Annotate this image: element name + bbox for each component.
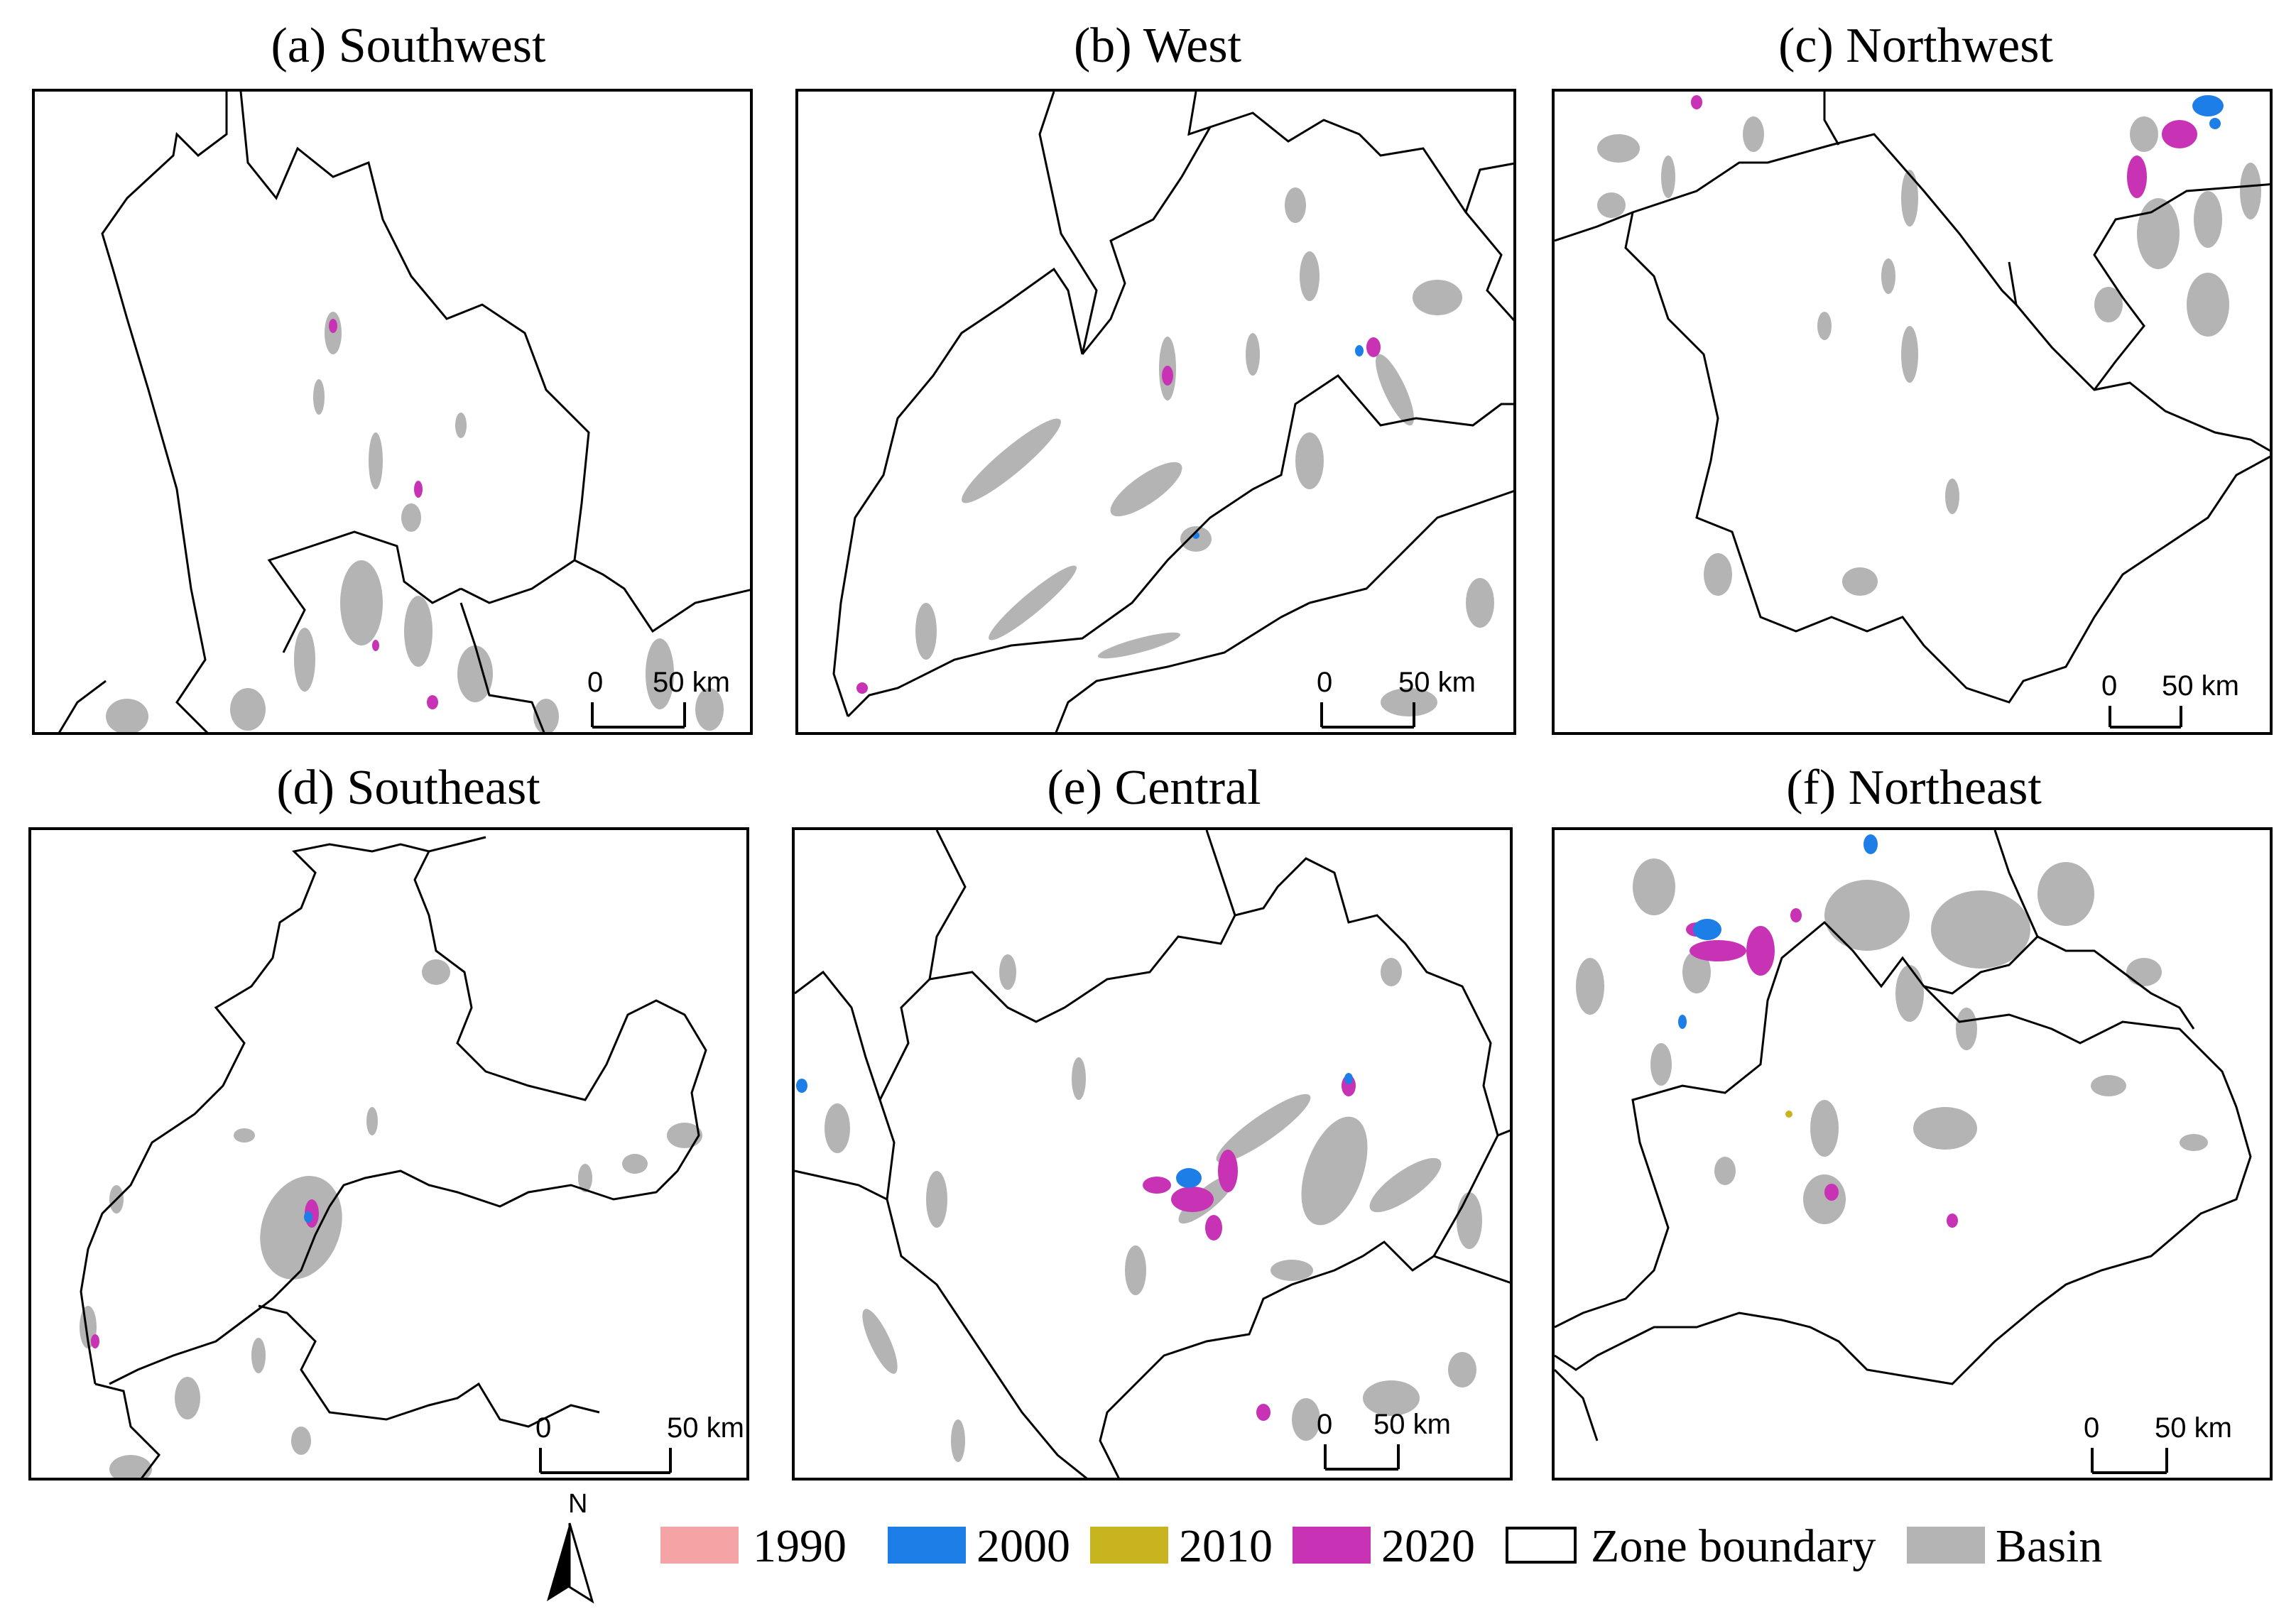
map-southeast: 0 50 km [80,836,744,1478]
scale-end-label-b: 50 km [1398,667,1476,698]
map-panel-northeast: 0 50 km [1552,827,2273,1481]
scale-end-label-a: 50 km [653,667,730,698]
panel-title-f: (f) Northeast [1786,760,2042,815]
panel-title-e: (e) Central [1047,760,1261,815]
legend-swatch-2020 [1293,1527,1371,1564]
map-central: 0 50 km [795,830,1510,1478]
panel-title-c: (c) Northwest [1778,18,2053,73]
map-panel-central: 0 50 km [792,827,1513,1481]
panel-title-a: (a) Southwest [271,18,546,73]
map-panel-southeast: 0 50 km [28,827,749,1481]
scale-start-label-c: 0 [2101,670,2117,702]
legend-swatch-zone-boundary [1506,1527,1577,1564]
scale-end-label-c: 50 km [2162,670,2239,702]
panel-title-b: (b) West [1073,18,1242,73]
scale-start-label-f: 0 [2084,1412,2099,1444]
scale-end-label-f: 50 km [2155,1412,2232,1444]
legend-label-2020: 2020 [1381,1520,1475,1572]
panel-title-d: (d) Southeast [276,760,540,815]
legend-label-2010: 2010 [1179,1520,1273,1572]
scale-start-label-a: 0 [587,667,603,698]
legend-swatch-2010 [1090,1527,1168,1564]
scale-start-label-d: 0 [535,1412,551,1444]
map-panel-northwest: 0 50 km [1552,89,2273,735]
map-southwest: 0 50 km [58,92,750,732]
legend-label-2000: 2000 [976,1520,1070,1572]
scale-start-label-b: 0 [1317,667,1332,698]
map-panel-southwest: 0 50 km [32,89,753,735]
legend-swatch-basin [1907,1527,1985,1564]
scale-start-label-e: 0 [1317,1409,1332,1440]
legend-label-zone-boundary: Zone boundary [1591,1520,1876,1572]
legend-label-1990: 1990 [753,1520,847,1572]
map-northeast: 0 50 km [1555,830,2252,1474]
scale-end-label-e: 50 km [1373,1409,1451,1440]
map-west: 0 50 km [832,92,1513,732]
north-arrow: N [547,1489,594,1604]
north-arrow-label: N [568,1489,587,1519]
legend-label-basin: Basin [1996,1520,2103,1572]
legend-swatch-1990 [660,1527,739,1564]
legend-swatch-2000 [888,1527,966,1564]
map-northwest: 0 50 km [1555,92,2270,729]
map-panel-west: 0 50 km [795,89,1516,735]
scale-end-label-d: 50 km [667,1412,744,1444]
